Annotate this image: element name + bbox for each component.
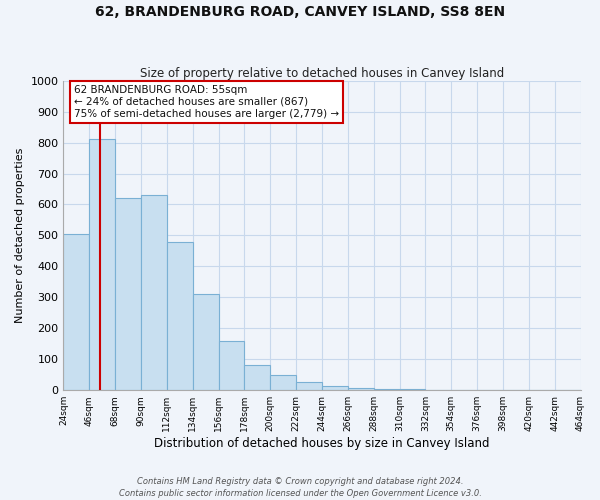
Bar <box>64 234 89 390</box>
Title: Size of property relative to detached houses in Canvey Island: Size of property relative to detached ho… <box>140 66 504 80</box>
Bar <box>167 242 193 390</box>
Text: Contains HM Land Registry data © Crown copyright and database right 2024.
Contai: Contains HM Land Registry data © Crown c… <box>119 476 481 498</box>
Bar <box>115 198 141 390</box>
Text: 62 BRANDENBURG ROAD: 55sqm
← 24% of detached houses are smaller (867)
75% of sem: 62 BRANDENBURG ROAD: 55sqm ← 24% of deta… <box>74 86 339 118</box>
Bar <box>89 140 115 390</box>
Text: 62, BRANDENBURG ROAD, CANVEY ISLAND, SS8 8EN: 62, BRANDENBURG ROAD, CANVEY ISLAND, SS8… <box>95 5 505 19</box>
Bar <box>374 388 400 390</box>
Y-axis label: Number of detached properties: Number of detached properties <box>15 148 25 323</box>
Bar <box>296 382 322 390</box>
X-axis label: Distribution of detached houses by size in Canvey Island: Distribution of detached houses by size … <box>154 437 490 450</box>
Bar <box>322 386 348 390</box>
Bar <box>244 366 270 390</box>
Bar <box>193 294 218 390</box>
Bar <box>348 388 374 390</box>
Bar <box>141 195 167 390</box>
Bar <box>218 340 244 390</box>
Bar <box>270 376 296 390</box>
